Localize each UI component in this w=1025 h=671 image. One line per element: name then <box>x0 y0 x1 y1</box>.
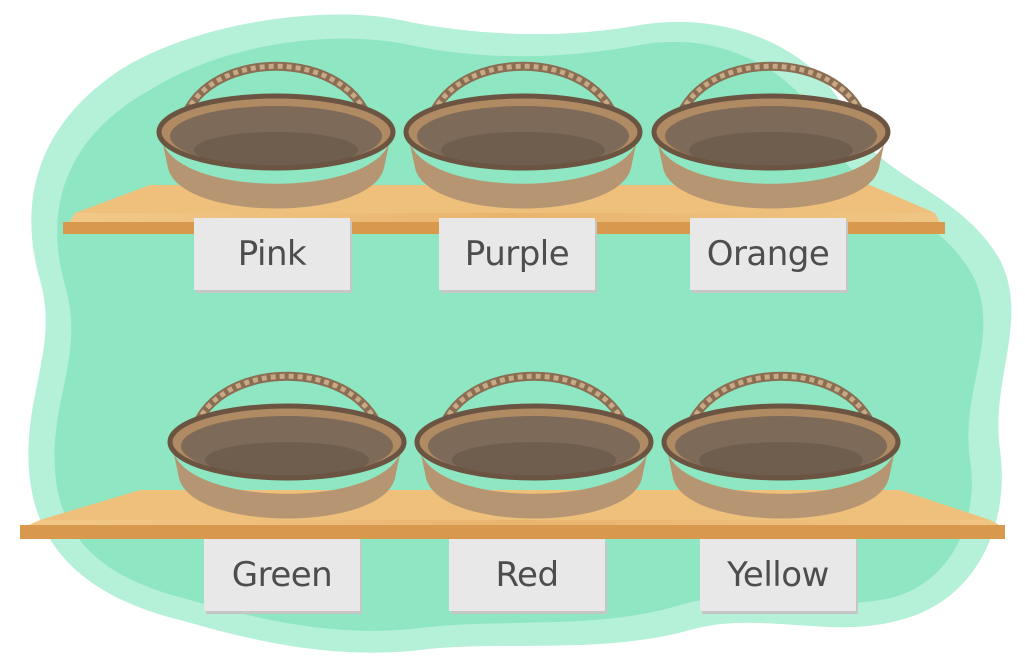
label-card-red: Red <box>449 539 605 611</box>
basket-purple[interactable] <box>403 50 643 225</box>
label-card-pink: Pink <box>194 218 350 290</box>
label-text: Purple <box>464 234 570 274</box>
label-text: Red <box>495 555 559 595</box>
label-card-purple: Purple <box>439 218 595 290</box>
label-card-yellow: Yellow <box>700 539 856 611</box>
basket-red[interactable] <box>414 360 654 535</box>
basket-orange[interactable] <box>651 50 891 225</box>
label-text: Green <box>231 555 333 595</box>
basket-icon <box>661 371 901 519</box>
basket-icon <box>167 371 407 519</box>
label-text: Pink <box>237 234 307 274</box>
label-card-orange: Orange <box>690 218 846 290</box>
basket-pink[interactable] <box>156 50 396 225</box>
basket-icon <box>651 61 891 209</box>
label-text: Yellow <box>727 555 829 595</box>
label-text: Orange <box>706 234 830 274</box>
basket-icon <box>414 371 654 519</box>
label-card-green: Green <box>204 539 360 611</box>
basket-green[interactable] <box>167 360 407 535</box>
basket-icon <box>156 61 396 209</box>
basket-yellow[interactable] <box>661 360 901 535</box>
basket-icon <box>403 61 643 209</box>
